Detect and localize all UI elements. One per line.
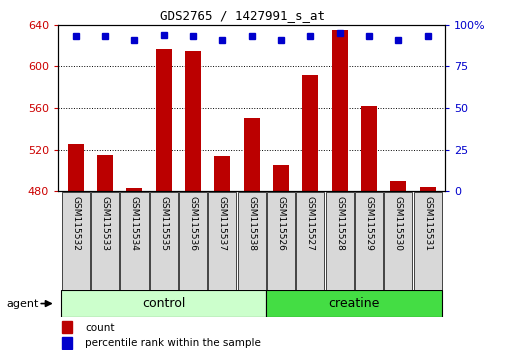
Text: GSM115527: GSM115527	[306, 196, 314, 251]
Bar	[273, 165, 288, 191]
Text: agent: agent	[7, 298, 39, 309]
Text: control: control	[142, 297, 185, 310]
Text: GDS2765 / 1427991_s_at: GDS2765 / 1427991_s_at	[160, 9, 325, 22]
Bar	[331, 30, 347, 191]
Bar	[243, 118, 259, 191]
Bar	[156, 49, 172, 191]
FancyBboxPatch shape	[179, 192, 207, 291]
FancyBboxPatch shape	[325, 192, 353, 291]
FancyBboxPatch shape	[208, 192, 236, 291]
FancyBboxPatch shape	[149, 192, 177, 291]
Bar	[62, 337, 72, 349]
Bar	[389, 181, 406, 191]
FancyBboxPatch shape	[413, 192, 441, 291]
Text: GSM115536: GSM115536	[188, 196, 197, 251]
Bar	[62, 321, 72, 333]
FancyBboxPatch shape	[383, 192, 412, 291]
Text: GSM115528: GSM115528	[334, 196, 343, 251]
Text: GSM115529: GSM115529	[364, 196, 373, 251]
FancyBboxPatch shape	[91, 192, 119, 291]
Text: GSM115531: GSM115531	[422, 196, 431, 251]
Text: count: count	[85, 322, 115, 332]
Text: GSM115537: GSM115537	[218, 196, 226, 251]
Text: GSM115535: GSM115535	[159, 196, 168, 251]
Bar	[126, 188, 142, 191]
FancyBboxPatch shape	[267, 192, 294, 291]
FancyBboxPatch shape	[120, 192, 148, 291]
Bar	[68, 144, 84, 191]
Bar	[185, 51, 201, 191]
Text: GSM115532: GSM115532	[71, 196, 80, 251]
FancyBboxPatch shape	[355, 192, 382, 291]
FancyBboxPatch shape	[62, 192, 90, 291]
Bar	[214, 156, 230, 191]
FancyBboxPatch shape	[237, 192, 265, 291]
FancyBboxPatch shape	[296, 192, 324, 291]
Text: GSM115538: GSM115538	[247, 196, 256, 251]
Text: percentile rank within the sample: percentile rank within the sample	[85, 338, 261, 348]
Text: GSM115530: GSM115530	[393, 196, 402, 251]
Text: GSM115533: GSM115533	[100, 196, 110, 251]
Text: GSM115534: GSM115534	[130, 196, 139, 251]
Bar	[419, 187, 435, 191]
Bar	[97, 155, 113, 191]
Bar	[61, 290, 266, 317]
Bar	[266, 290, 441, 317]
Bar	[301, 75, 318, 191]
Text: creatine: creatine	[328, 297, 379, 310]
Text: GSM115526: GSM115526	[276, 196, 285, 251]
Bar	[360, 106, 376, 191]
